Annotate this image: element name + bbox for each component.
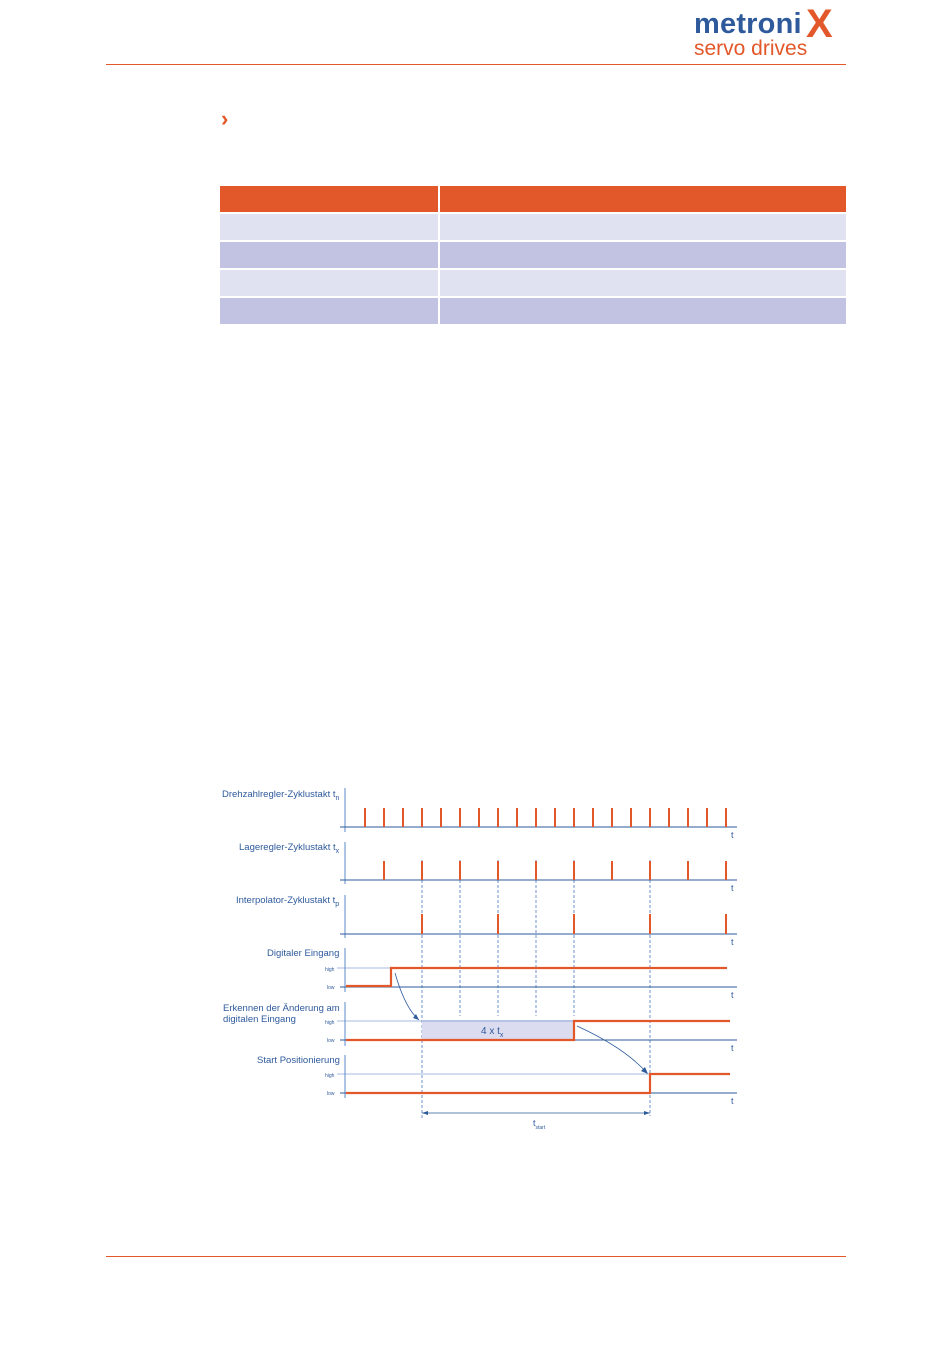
- timing-diagram: 4 x tx Drehzahlregler-Zyklustakt tn t La…: [222, 788, 737, 1131]
- parameter-table: [220, 186, 846, 324]
- table-row: [220, 296, 846, 324]
- table-row: [220, 240, 846, 269]
- low-level-label: low: [327, 985, 335, 991]
- low-level-label: low: [327, 1091, 335, 1097]
- logo-x-mark: X: [806, 2, 833, 46]
- delay-box-label: 4 x tx: [481, 1026, 504, 1039]
- axis-t-label: t: [731, 990, 734, 1000]
- signal-waveform: [346, 966, 727, 988]
- logo-subtitle: servo drives: [694, 37, 808, 60]
- pulse-train: [364, 808, 727, 827]
- label-interpolator-cycle: Interpolator-Zyklustakt tp: [236, 895, 339, 908]
- pulse-train: [421, 914, 727, 934]
- tstart-label: tstart: [533, 1118, 546, 1131]
- arrowhead-icon: [641, 1067, 648, 1074]
- arrowhead-icon: [413, 1014, 419, 1020]
- signal-waveform: [346, 1072, 730, 1095]
- row-position-controller: Lageregler-Zyklustakt tx t: [239, 842, 737, 893]
- table-row: [220, 268, 846, 297]
- table-row: [220, 212, 846, 241]
- row-speed-controller: Drehzahlregler-Zyklustakt tn t: [222, 788, 737, 840]
- transition-arrow: [576, 1025, 648, 1074]
- logo-wordmark: metroni: [694, 8, 802, 40]
- footer-rule: [106, 1256, 846, 1257]
- high-level-label: high: [325, 967, 335, 973]
- company-logo: metroni X servo drives: [694, 2, 844, 60]
- axis-t-label: t: [731, 830, 734, 840]
- label-detect-line2: digitalen Eingang: [223, 1014, 296, 1025]
- signal-waveform: [346, 1019, 730, 1042]
- arrowhead-icon: [422, 1111, 428, 1115]
- table-header-row: [220, 186, 846, 213]
- label-start-positioning: Start Positionierung: [257, 1055, 340, 1066]
- label-detect-line1: Erkennen der Änderung am: [223, 1003, 340, 1014]
- axis-t-label: t: [731, 1096, 734, 1106]
- label-digital-input: Digitaler Eingang: [267, 948, 339, 959]
- high-level-label: high: [325, 1073, 335, 1079]
- row-digital-input: Digitaler Eingang high low t: [267, 948, 737, 1000]
- row-interpolator: Interpolator-Zyklustakt tp t: [236, 895, 737, 947]
- header-rule: [106, 64, 846, 65]
- arrowhead-icon: [644, 1111, 650, 1115]
- row-detection: Erkennen der Änderung am digitalen Einga…: [223, 1002, 737, 1053]
- row-start-positioning: Start Positionierung high low t: [257, 1055, 737, 1106]
- transition-arrow: [394, 972, 420, 1021]
- pulse-train: [383, 861, 727, 880]
- low-level-label: low: [327, 1038, 335, 1044]
- chevron-right-icon: ›: [221, 106, 229, 131]
- axis-t-label: t: [731, 883, 734, 893]
- axis-t-label: t: [731, 1043, 734, 1053]
- guide-lines: [421, 860, 651, 1120]
- delay-box: [422, 1020, 574, 1040]
- label-speed-cycle: Drehzahlregler-Zyklustakt tn: [222, 789, 340, 802]
- axis-t-label: t: [731, 937, 734, 947]
- label-position-cycle: Lageregler-Zyklustakt tx: [239, 842, 340, 855]
- high-level-label: high: [325, 1020, 335, 1026]
